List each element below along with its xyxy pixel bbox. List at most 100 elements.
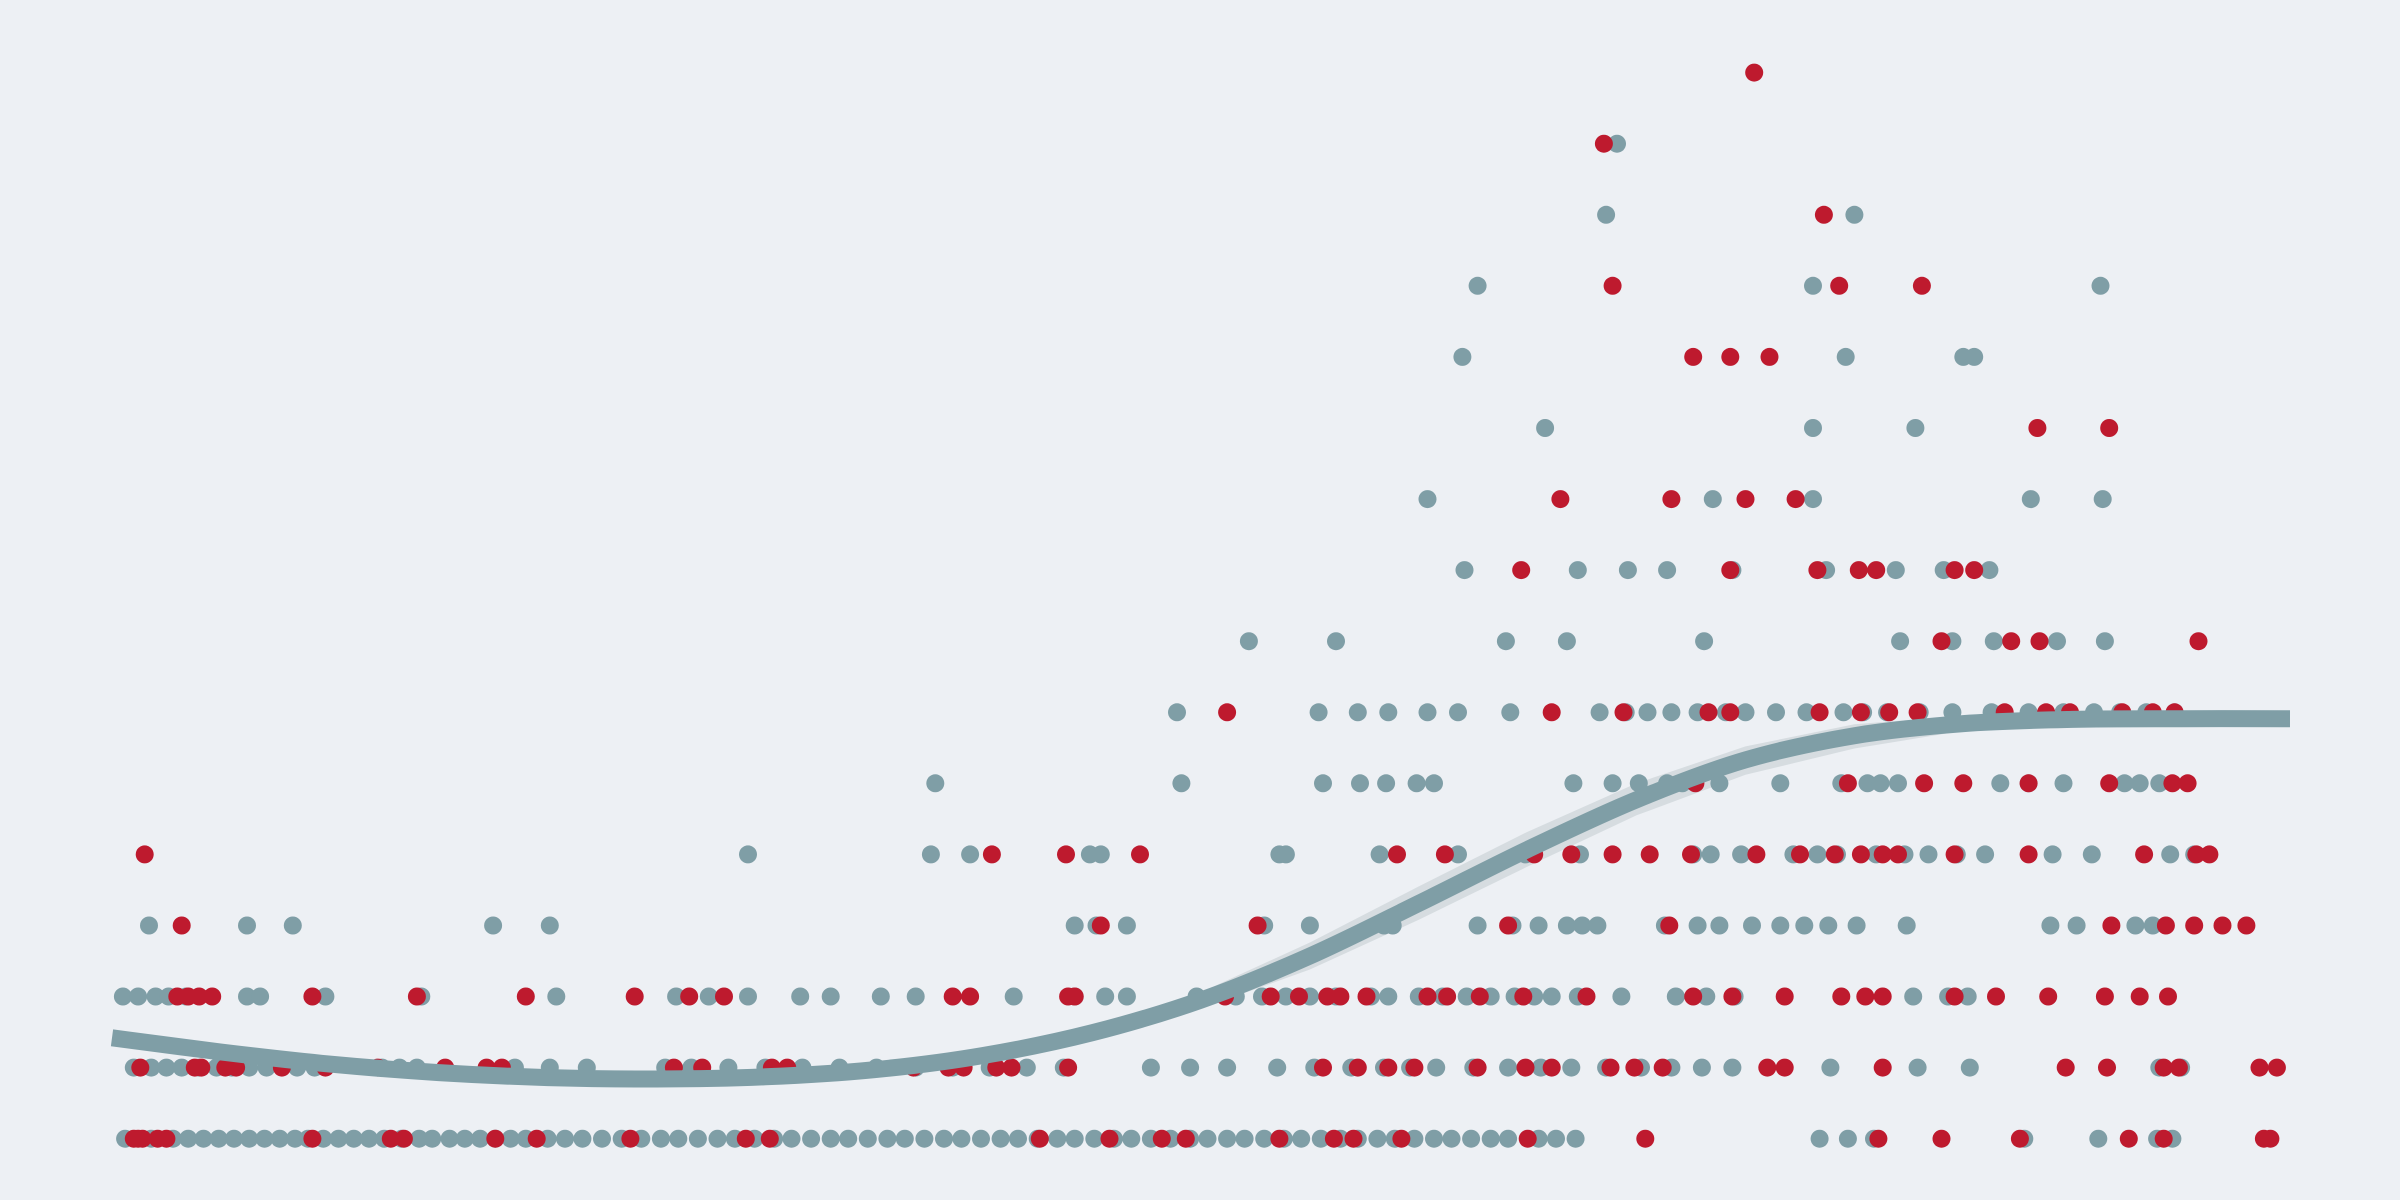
series-b-point [547,987,566,1006]
series-b-point [316,987,335,1006]
series-a-point [1653,1058,1672,1077]
series-a-point [1100,1129,1119,1148]
series-b-point [1980,561,1999,580]
series-a-point [1405,1058,1424,1077]
series-a-point [1514,987,1533,1006]
series-a-point [1721,703,1740,722]
series-a-point [2095,987,2114,1006]
series-b-point [157,1058,176,1077]
series-a-point [2002,632,2021,651]
series-b-point [423,1129,442,1148]
series-b-point [1276,845,1295,864]
series-b-point [1427,1058,1446,1077]
series-b-point [1819,916,1838,935]
series-a-point [1059,1058,1078,1077]
series-a-point [2019,774,2038,793]
series-a-point [1747,845,1766,864]
series-b-point [708,1129,727,1148]
series-a-point [1344,1129,1363,1148]
series-b-point [129,987,148,1006]
series-b-point [1732,845,1751,864]
series-a-point [1542,1058,1561,1077]
series-a-point [1682,845,1700,864]
series-a-point [1721,347,1740,366]
series-b-point [194,1129,213,1148]
series-b-point [699,987,718,1006]
series-b-point [146,987,165,1006]
series-a-point [1577,987,1596,1006]
series-b-point [1276,987,1295,1006]
series-b-point [961,845,980,864]
series-a-point [1388,845,1406,864]
series-a-point [2098,1058,2116,1077]
series-b-point [2093,490,2112,509]
series-a-point [1873,987,1892,1006]
series-b-point [1370,845,1389,864]
series-b-point [2091,276,2110,295]
series-a-point [2010,1129,2029,1148]
series-b-point [1379,703,1398,722]
series-a-point [1660,916,1679,935]
series-b-point [1255,1129,1274,1148]
series-a-point [1873,845,1892,864]
series-b-point [283,916,302,935]
series-b-point [2067,916,2086,935]
series-a-point [1945,987,1964,1006]
series-b-point [1377,774,1396,793]
series-a-point [2039,987,2058,1006]
series-a-point [1758,1058,1777,1077]
series-a-point [1987,987,2005,1006]
series-b-point [1838,1129,1857,1148]
series-b-point [871,987,890,1006]
series-a-point [1636,1129,1655,1148]
series-b-point [1767,703,1785,722]
series-b-point [1618,561,1637,580]
series-a-point [2200,845,2219,864]
series-b-point [1965,347,1984,366]
series-b-point [1906,419,1925,437]
series-b-point [1218,1058,1237,1077]
series-b-point [739,845,757,864]
series-b-point [1662,703,1681,722]
series-a-point [527,1129,546,1148]
series-b-point [952,1129,971,1148]
series-b-point [2095,632,2114,651]
series-b-point [1557,916,1576,935]
series-b-point [1198,1129,1217,1148]
series-a-point [1869,1129,1888,1148]
series-a-point [2028,419,2047,437]
series-a-point [2130,987,2149,1006]
series-b-point [1703,490,1722,509]
series-a-point [2156,916,2175,935]
series-b-point [651,1129,670,1148]
series-b-point [1096,987,1115,1006]
series-b-point [1496,632,1515,651]
series-a-point [1516,1058,1535,1077]
series-b-point [255,1129,274,1148]
series-b-point [915,1129,934,1148]
series-a-point [1603,845,1622,864]
series-a-point [381,1129,400,1148]
series-b-point [1908,1058,1927,1077]
series-a-point [1965,561,1984,580]
series-b-point [1889,774,1907,793]
series-a-point [1470,987,1489,1006]
series-b-point [1425,774,1443,793]
series-b-point [593,1129,611,1148]
series-a-point [1562,845,1581,864]
series-a-point [1270,1129,1289,1148]
series-b-point [1710,774,1729,793]
series-a-point [1603,276,1622,295]
series-b-point [410,1129,429,1148]
series-b-point [1425,1129,1443,1148]
series-b-point [2054,774,2073,793]
series-b-point [1065,1129,1084,1148]
series-a-point [2135,845,2154,864]
series-b-point [1834,703,1853,722]
series-b-point [1172,774,1191,793]
series-b-point [1608,134,1626,153]
series-a-point [625,987,644,1006]
series-a-point [486,1129,505,1148]
series-a-point [1261,987,1280,1006]
